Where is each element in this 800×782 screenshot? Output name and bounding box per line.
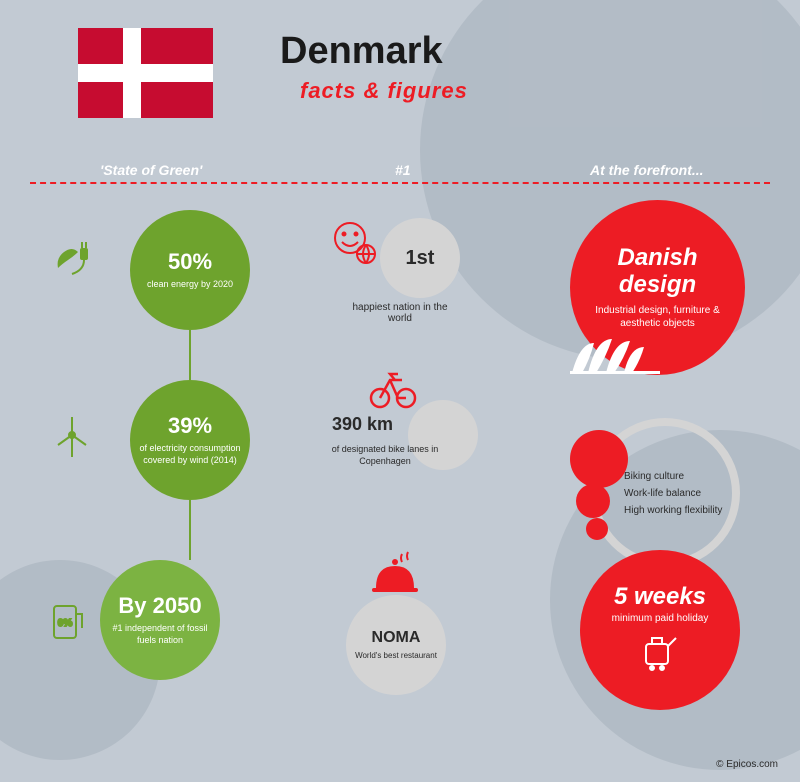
- stat-value: 50%: [168, 249, 212, 275]
- section-green-title: 'State of Green': [100, 162, 202, 178]
- green-stat-3: By 2050 #1 independent of fossil fuels n…: [100, 560, 220, 680]
- stat-label: clean energy by 2020: [147, 279, 233, 291]
- opera-house-icon: [570, 335, 660, 380]
- happiest-rank-circle: 1st: [380, 218, 460, 298]
- holiday-circle: 5 weeks minimum paid holiday: [580, 550, 740, 710]
- culture-item: Biking culture: [624, 470, 732, 483]
- connector: [189, 330, 191, 380]
- denmark-flag: [78, 28, 213, 118]
- restaurant-name: NOMA: [372, 629, 421, 647]
- design-sub: Industrial design, furniture & aesthetic…: [582, 304, 733, 330]
- connector: [189, 500, 191, 560]
- page-subtitle: facts & figures: [300, 78, 468, 104]
- design-title: Danish design: [582, 245, 733, 298]
- green-stat-2: 39% of electricity consumption covered b…: [130, 380, 250, 500]
- restaurant-circle: NOMA World's best restaurant: [346, 595, 446, 695]
- stat-value: By 2050: [118, 593, 201, 619]
- culture-ring: Biking culture Work-life balance High wo…: [590, 418, 740, 568]
- fuel-zero-icon: 0%: [44, 600, 88, 644]
- wind-turbine-icon: [50, 415, 94, 459]
- leaf-plug-icon: [50, 240, 94, 284]
- ring-dot: [570, 430, 628, 488]
- bike-distance: 390 km: [332, 414, 393, 435]
- cloche-icon: [370, 548, 420, 598]
- stat-label: of electricity consumption covered by wi…: [138, 443, 242, 466]
- green-stat-1: 50% clean energy by 2020: [130, 210, 250, 330]
- divider: [30, 182, 770, 184]
- bike-label: of designated bike lanes in Copenhagen: [330, 444, 440, 467]
- smiley-globe-icon: [330, 218, 380, 268]
- culture-item: High working flexibility: [624, 504, 732, 517]
- bicycle-icon: [368, 364, 418, 414]
- holiday-label: minimum paid holiday: [612, 613, 709, 624]
- svg-text:0%: 0%: [58, 618, 73, 629]
- section-right-title: At the forefront...: [590, 162, 704, 178]
- stat-label: #1 independent of fossil fuels nation: [108, 623, 212, 646]
- page-title: Denmark: [280, 30, 443, 73]
- credit-text: © Epicos.com: [716, 759, 778, 770]
- rank-value: 1st: [406, 247, 435, 270]
- happiest-label: happiest nation in the world: [340, 302, 460, 324]
- stat-value: 39%: [168, 413, 212, 439]
- suitcase-icon: [640, 632, 680, 677]
- section-middle-title: #1: [395, 162, 411, 178]
- ring-dot: [586, 518, 608, 540]
- culture-item: Work-life balance: [624, 487, 732, 500]
- holiday-value: 5 weeks: [614, 583, 706, 611]
- ring-dot: [576, 484, 610, 518]
- restaurant-label: World's best restaurant: [355, 651, 437, 661]
